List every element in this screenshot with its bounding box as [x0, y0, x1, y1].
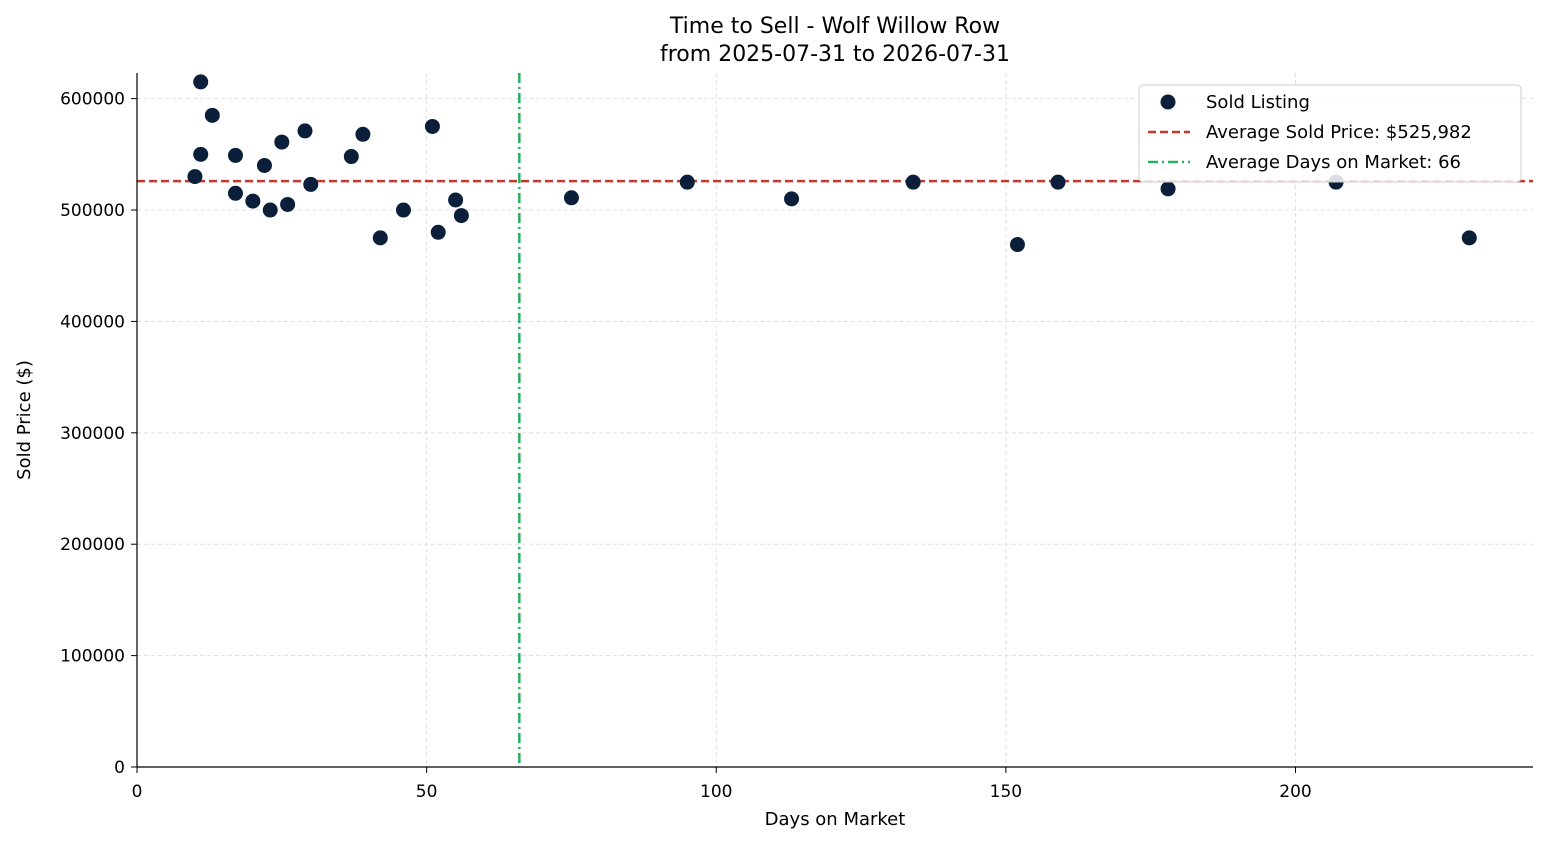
sold-listing-point — [784, 191, 800, 207]
sold-listing-point — [372, 230, 388, 246]
sold-listing-point — [1009, 237, 1025, 253]
y-tick-label: 100000 — [60, 647, 125, 667]
chart-title: Time to Sell - Wolf Willow Row — [669, 14, 1000, 39]
sold-listing-point — [1160, 181, 1176, 197]
x-tick-label: 100 — [700, 782, 732, 802]
chart-subtitle: from 2025-07-31 to 2026-07-31 — [660, 42, 1010, 67]
sold-listing-point — [430, 224, 446, 240]
legend-label-average-sold-price: Average Sold Price: $525,982 — [1206, 122, 1472, 143]
sold-listing-point — [453, 208, 469, 224]
sold-listing-point — [193, 146, 209, 162]
legend-label-sold-listing: Sold Listing — [1206, 92, 1310, 113]
y-tick-label: 400000 — [60, 312, 125, 332]
y-axis-label: Sold Price ($) — [14, 360, 35, 480]
scatter-points — [187, 74, 1477, 253]
y-tick-label: 0 — [114, 758, 125, 778]
sold-listing-point — [1050, 174, 1066, 190]
sold-listing-point — [256, 157, 272, 173]
sold-listing-point — [1461, 230, 1477, 246]
legend-marker-sold-listing — [1160, 94, 1176, 110]
sold-listing-point — [193, 74, 209, 90]
legend-box — [1138, 84, 1522, 183]
sold-listing-point — [343, 149, 359, 165]
x-axis-label: Days on Market — [765, 809, 906, 830]
reference-lines — [137, 73, 1533, 767]
sold-listing-point — [679, 174, 695, 190]
y-tick-label: 200000 — [60, 535, 125, 555]
sold-listing-point — [280, 196, 296, 212]
x-tick-label: 150 — [990, 782, 1022, 802]
x-tick-label: 50 — [416, 782, 438, 802]
sold-listing-point — [297, 123, 313, 139]
y-tick-label: 500000 — [60, 201, 125, 221]
sold-listing-point — [448, 192, 464, 208]
sold-listing-point — [227, 147, 243, 163]
sold-listing-point — [355, 126, 371, 142]
legend-label-average-days-on-market: Average Days on Market: 66 — [1206, 152, 1461, 173]
sold-listing-point — [395, 202, 411, 218]
x-tick-label: 200 — [1279, 782, 1311, 802]
axes — [131, 73, 1533, 773]
sold-listing-point — [424, 118, 440, 134]
sold-listing-point — [905, 174, 921, 190]
sold-listing-point — [303, 176, 319, 192]
y-tick-label: 600000 — [60, 90, 125, 110]
sold-listing-point — [187, 169, 203, 185]
y-tick-label: 300000 — [60, 424, 125, 444]
sold-listing-point — [227, 185, 243, 201]
sold-listing-point — [204, 107, 220, 123]
sold-listing-point — [245, 193, 261, 209]
x-tick-label: 0 — [132, 782, 143, 802]
tick-labels: 0 50 100 150 200 0 100000 200000 300000 400000 500… — [60, 90, 1312, 802]
sold-listing-point — [274, 134, 290, 150]
sold-listing-point — [262, 202, 278, 218]
legend: Sold Listing Average Sold Price: $525,98… — [1138, 84, 1522, 183]
sold-listing-point — [563, 190, 579, 206]
